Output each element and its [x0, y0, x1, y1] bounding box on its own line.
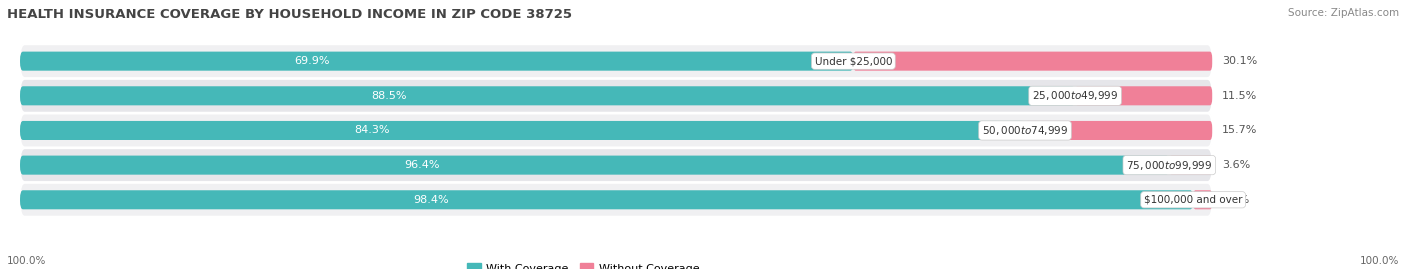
FancyBboxPatch shape: [20, 190, 1194, 209]
Text: $75,000 to $99,999: $75,000 to $99,999: [1126, 159, 1212, 172]
FancyBboxPatch shape: [20, 52, 853, 71]
FancyBboxPatch shape: [20, 155, 1170, 175]
Text: $50,000 to $74,999: $50,000 to $74,999: [981, 124, 1069, 137]
Text: 88.5%: 88.5%: [371, 91, 408, 101]
Text: $25,000 to $49,999: $25,000 to $49,999: [1032, 89, 1118, 102]
Legend: With Coverage, Without Coverage: With Coverage, Without Coverage: [463, 259, 703, 269]
FancyBboxPatch shape: [1170, 155, 1212, 175]
Text: Source: ZipAtlas.com: Source: ZipAtlas.com: [1288, 8, 1399, 18]
FancyBboxPatch shape: [20, 79, 1212, 113]
Text: 98.4%: 98.4%: [413, 195, 449, 205]
FancyBboxPatch shape: [1025, 121, 1212, 140]
FancyBboxPatch shape: [20, 121, 1025, 140]
Text: HEALTH INSURANCE COVERAGE BY HOUSEHOLD INCOME IN ZIP CODE 38725: HEALTH INSURANCE COVERAGE BY HOUSEHOLD I…: [7, 8, 572, 21]
FancyBboxPatch shape: [20, 183, 1212, 217]
FancyBboxPatch shape: [1076, 86, 1212, 105]
Text: 84.3%: 84.3%: [354, 125, 389, 136]
FancyBboxPatch shape: [20, 114, 1212, 147]
Text: 30.1%: 30.1%: [1222, 56, 1257, 66]
Text: 11.5%: 11.5%: [1222, 91, 1257, 101]
FancyBboxPatch shape: [853, 52, 1212, 71]
Text: Under $25,000: Under $25,000: [814, 56, 893, 66]
Text: 100.0%: 100.0%: [7, 256, 46, 266]
Text: $100,000 and over: $100,000 and over: [1144, 195, 1243, 205]
FancyBboxPatch shape: [20, 44, 1212, 78]
Text: 1.6%: 1.6%: [1222, 195, 1250, 205]
FancyBboxPatch shape: [1194, 190, 1212, 209]
Text: 15.7%: 15.7%: [1222, 125, 1257, 136]
Text: 3.6%: 3.6%: [1222, 160, 1250, 170]
Text: 100.0%: 100.0%: [1360, 256, 1399, 266]
Text: 69.9%: 69.9%: [294, 56, 329, 66]
FancyBboxPatch shape: [20, 86, 1076, 105]
FancyBboxPatch shape: [20, 148, 1212, 182]
Text: 96.4%: 96.4%: [405, 160, 440, 170]
